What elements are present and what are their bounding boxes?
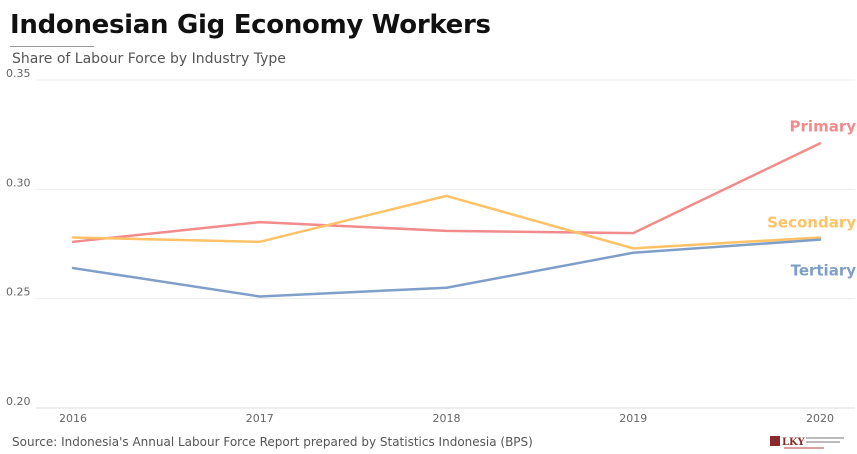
x-tick-label: 2018 [433,412,461,425]
series-lines [73,143,820,296]
y-tick-label: 0.20 [6,395,31,408]
x-tick-label: 2020 [806,412,834,425]
x-tick-label: 2017 [246,412,274,425]
x-tick-label: 2019 [619,412,647,425]
series-label-secondary: Secondary [767,213,856,231]
lky-school-logo: LKY [770,434,850,450]
y-tick-label: 0.35 [6,67,31,80]
series-label-tertiary: Tertiary [791,262,857,280]
x-tick-label: 2016 [59,412,87,425]
source-note: Source: Indonesia's Annual Labour Force … [12,435,533,449]
series-label-primary: Primary [790,117,857,135]
series-line-tertiary [73,240,820,297]
series-labels: Primary Secondary Tertiary [767,117,856,279]
y-tick-label: 0.25 [6,286,31,299]
svg-text:LKY: LKY [782,437,805,448]
gridlines [36,80,855,408]
series-line-secondary [73,196,820,248]
series-line-primary [73,143,820,241]
x-axis-ticks: 2016 2017 2018 2019 2020 [59,412,834,425]
y-axis-ticks: 0.20 0.25 0.30 0.35 [6,67,31,408]
y-tick-label: 0.30 [6,176,31,189]
